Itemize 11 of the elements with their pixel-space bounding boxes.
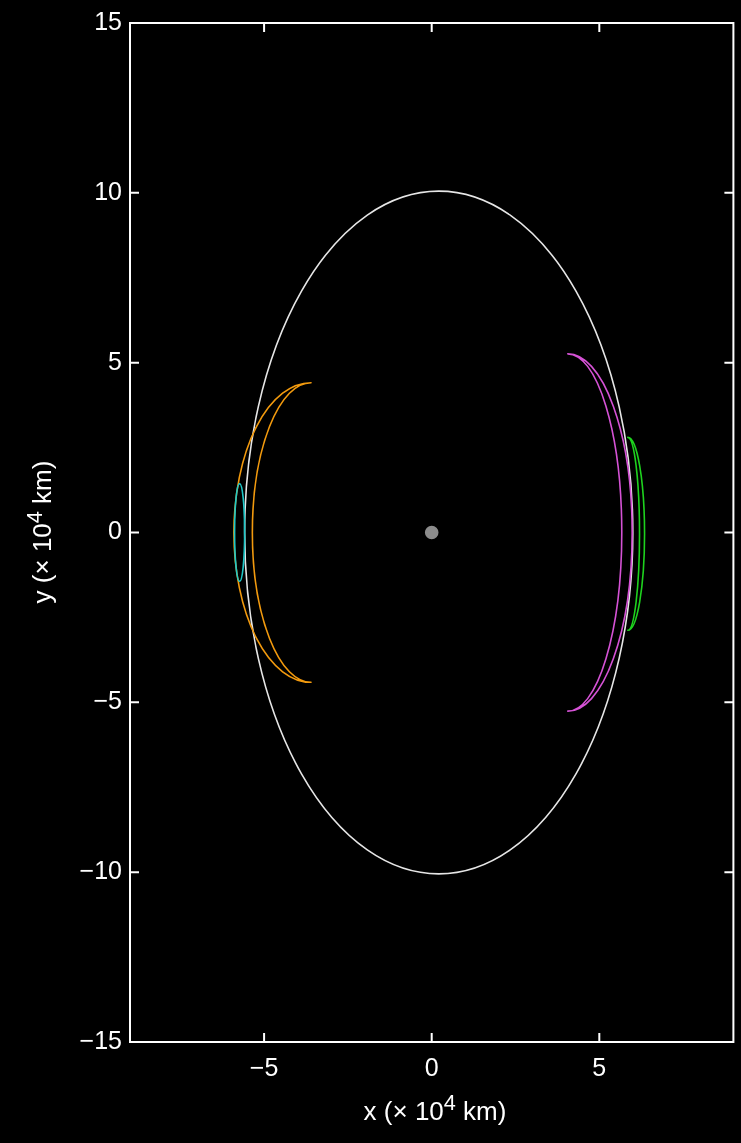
y-tick-label: 10 xyxy=(94,176,122,205)
x-axis-title: x (× 10$^{4}$ km) xyxy=(362,1090,508,1127)
y-tick-label: −10 xyxy=(79,856,122,885)
x-tick-label: 5 xyxy=(592,1052,607,1081)
y-tick-label: −15 xyxy=(79,1025,122,1054)
x-tick-label: −5 xyxy=(249,1052,279,1081)
y-tick-label: 15 xyxy=(94,6,122,35)
y-tick-label: 0 xyxy=(108,516,122,545)
x-tick-label: 0 xyxy=(424,1052,439,1081)
y-tick-label: −5 xyxy=(93,686,122,715)
y-tick-label: 5 xyxy=(108,346,122,375)
